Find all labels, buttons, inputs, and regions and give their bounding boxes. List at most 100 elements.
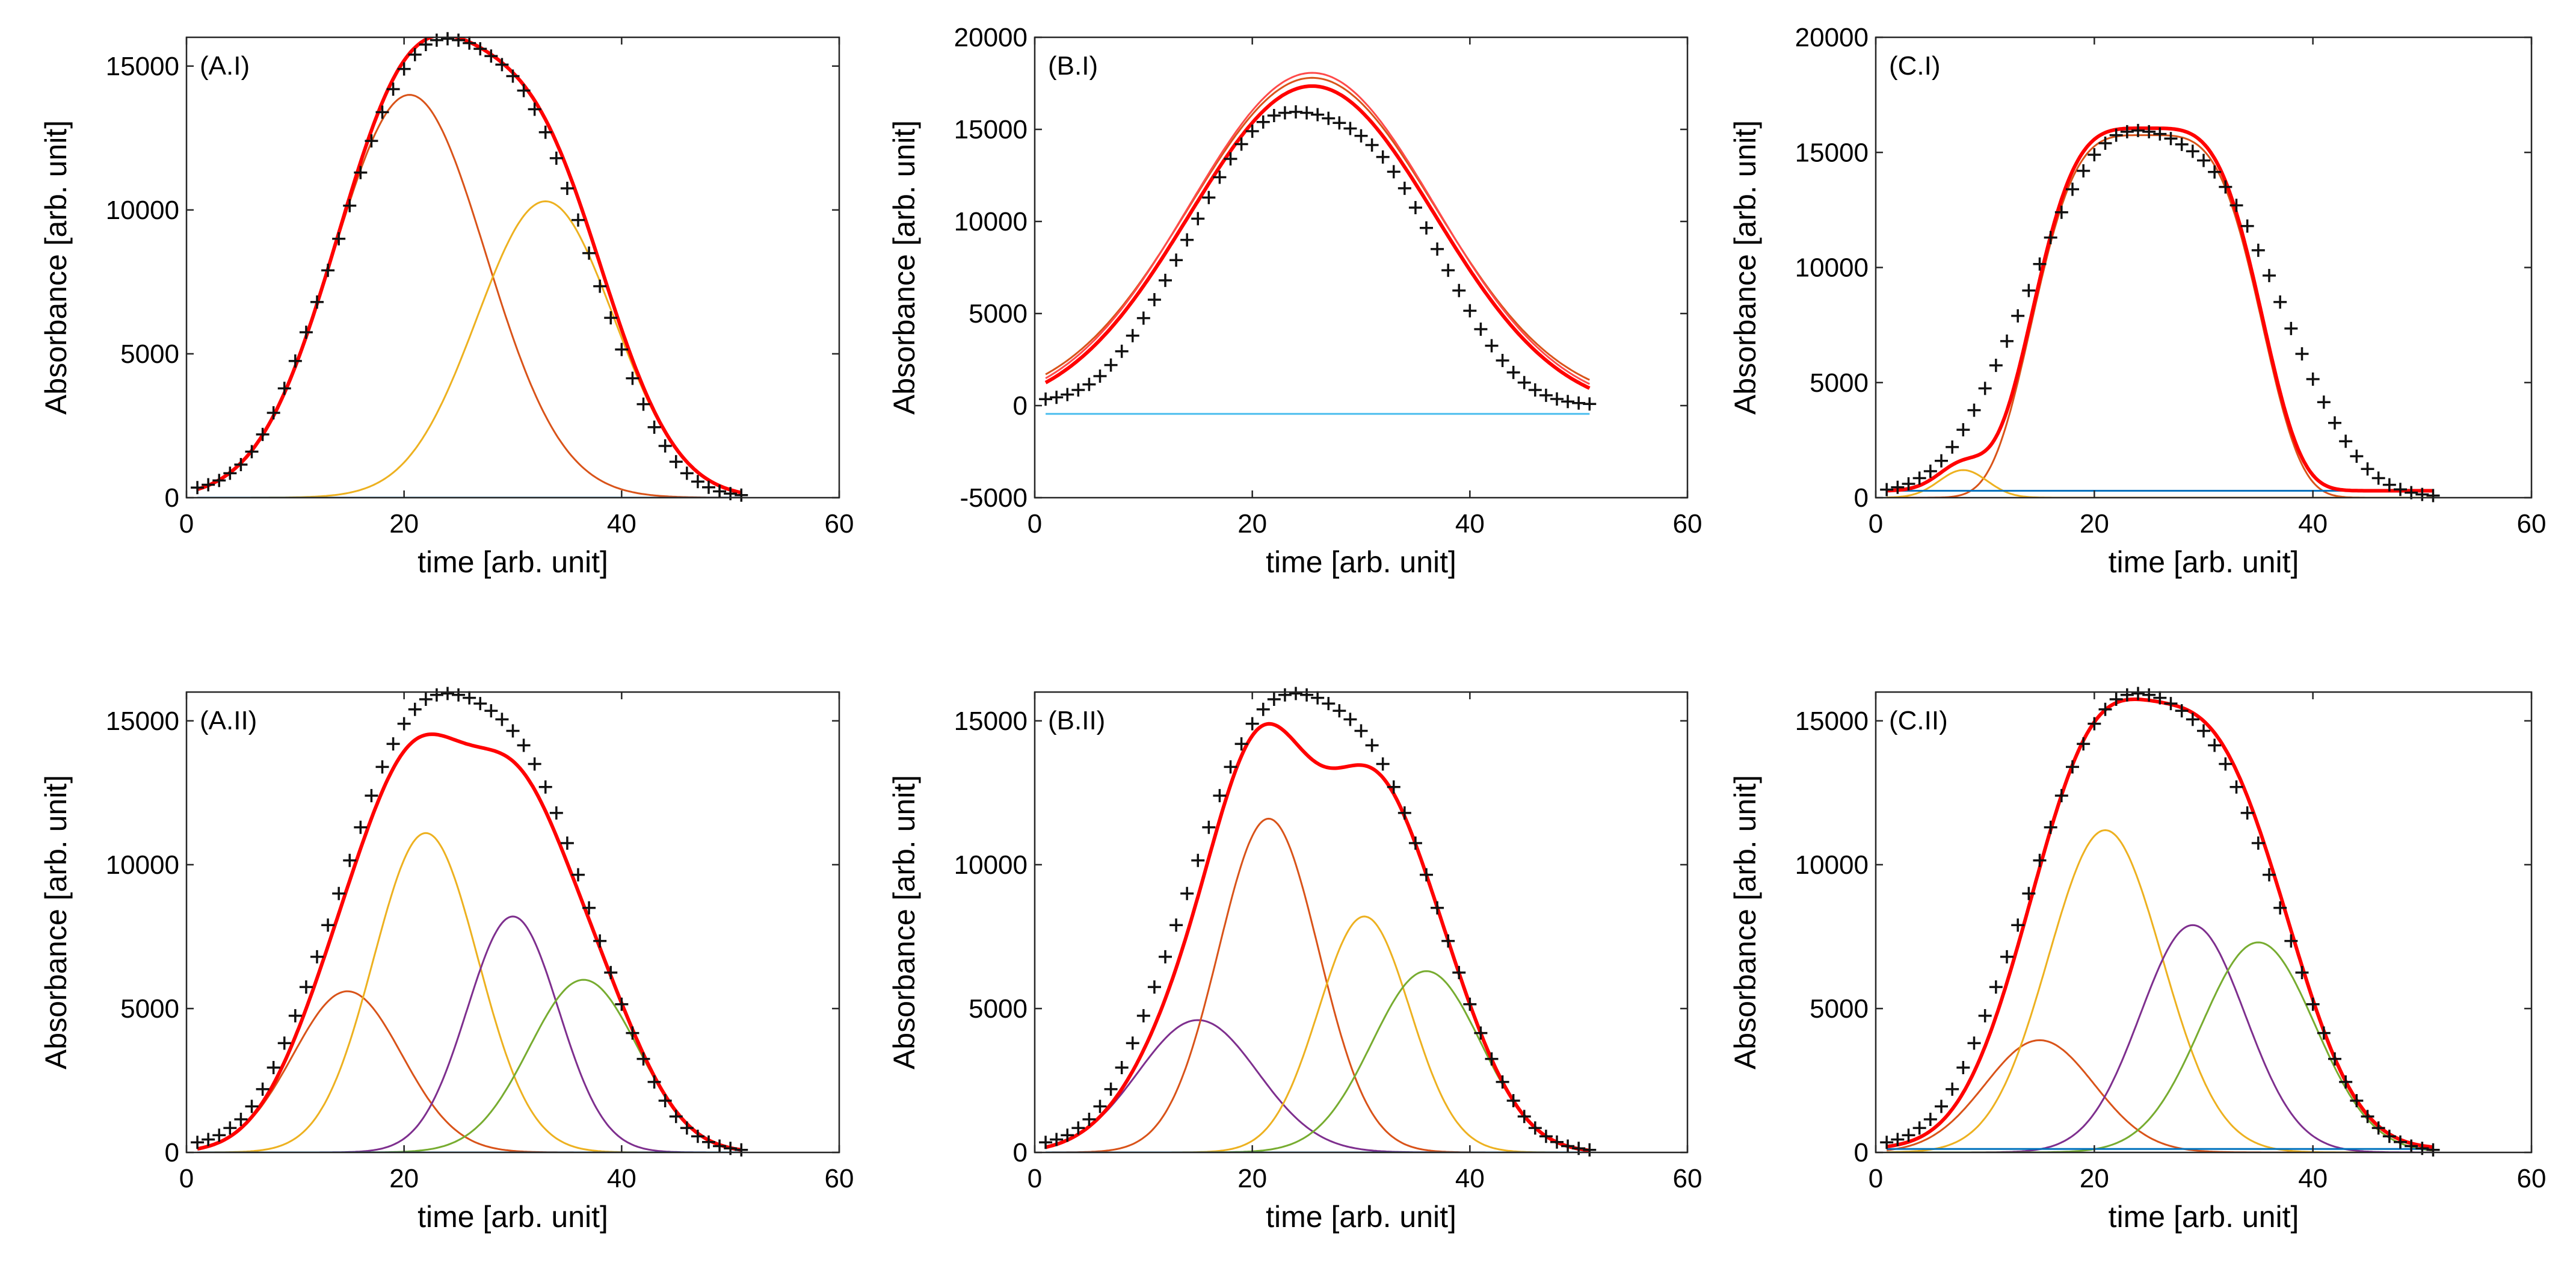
data-point xyxy=(1946,1082,1959,1096)
data-point xyxy=(397,62,411,76)
x-tick-label: 0 xyxy=(1028,509,1042,539)
data-point xyxy=(321,264,335,277)
y-tick-label: 5000 xyxy=(969,994,1028,1024)
data-point xyxy=(2131,123,2145,137)
data-point xyxy=(1354,129,1368,143)
data-point xyxy=(365,789,378,803)
data-point xyxy=(2263,268,2276,282)
data-point xyxy=(1180,886,1194,900)
data-point xyxy=(528,757,541,771)
axes-frame xyxy=(1034,691,1689,1154)
panel-label: (A.I) xyxy=(200,51,250,81)
data-point xyxy=(604,311,618,325)
data-point xyxy=(2186,144,2199,158)
data-point xyxy=(1213,170,1227,184)
data-point xyxy=(2054,205,2068,219)
data-points xyxy=(191,687,748,1157)
y-tick-label: 15000 xyxy=(106,707,179,736)
data-point xyxy=(2350,1093,2364,1107)
data-point xyxy=(2011,309,2025,323)
data-point xyxy=(1256,115,1270,129)
panel-c-i: 0 20 40 60 0 5000 10000 15000 20000 time [arb. un… xyxy=(1728,23,2546,579)
data-point xyxy=(354,165,368,179)
data-point xyxy=(2251,243,2265,257)
panel-label: (A.II) xyxy=(200,706,257,735)
data-point xyxy=(245,445,259,459)
data-point xyxy=(299,326,313,339)
x-tick-label: 60 xyxy=(825,509,854,539)
data-point xyxy=(202,478,215,492)
data-point xyxy=(234,1113,248,1127)
data-point xyxy=(1039,392,1053,406)
data-point xyxy=(1136,1009,1150,1022)
data-point xyxy=(1365,138,1379,152)
data-point xyxy=(560,182,574,196)
data-point xyxy=(2371,1121,2385,1135)
data-point xyxy=(2361,1110,2374,1124)
data-point xyxy=(1506,365,1520,379)
axes-frame xyxy=(185,691,840,1154)
x-tick-label: 20 xyxy=(1237,509,1267,539)
data-point xyxy=(1880,1136,1894,1149)
data-point xyxy=(2426,489,2440,502)
data-point xyxy=(636,1052,650,1066)
data-point xyxy=(2426,1143,2440,1157)
panel-label: (B.I) xyxy=(1048,51,1098,81)
data-point xyxy=(2361,462,2374,476)
data-point xyxy=(354,820,368,834)
data-point xyxy=(2088,717,2101,731)
data-point xyxy=(735,1143,748,1157)
data-point xyxy=(702,480,715,494)
data-point xyxy=(2229,780,2243,794)
data-point xyxy=(343,199,357,212)
plot-area xyxy=(1035,37,1687,498)
data-point xyxy=(288,354,302,368)
data-point xyxy=(2131,687,2145,700)
x-axis-label: time [arb. unit] xyxy=(1266,1200,1456,1234)
series-fit xyxy=(1044,84,1591,390)
x-tick-label: 40 xyxy=(2298,509,2328,539)
data-point xyxy=(582,901,596,915)
y-tick-label: 5000 xyxy=(969,299,1028,329)
y-axis-label: Absorbance [arb. unit] xyxy=(887,120,921,415)
data-point xyxy=(2033,853,2047,867)
data-point xyxy=(1902,477,1915,491)
data-point xyxy=(1343,122,1357,135)
data-point xyxy=(1517,376,1531,389)
data-point xyxy=(2164,132,2178,146)
x-tick-label: 40 xyxy=(2298,1164,2328,1193)
data-point xyxy=(1420,221,1433,235)
data-point xyxy=(1474,1026,1488,1040)
data-point xyxy=(2011,918,2025,932)
x-tick-label: 40 xyxy=(1455,1164,1485,1193)
data-point xyxy=(1923,1113,1937,1127)
data-point xyxy=(1474,323,1488,336)
data-point xyxy=(2219,757,2232,771)
data-point xyxy=(1528,383,1542,397)
plot-area xyxy=(186,37,839,498)
data-point xyxy=(572,868,585,882)
data-point xyxy=(1234,737,1248,751)
data-point xyxy=(191,1136,205,1149)
data-point xyxy=(495,58,509,72)
data-point xyxy=(572,213,585,227)
data-point xyxy=(1224,760,1237,774)
data-point xyxy=(1550,1135,1564,1149)
data-point xyxy=(1126,1036,1139,1050)
data-point xyxy=(1333,704,1346,718)
data-point xyxy=(1387,780,1400,794)
data-point xyxy=(658,1093,672,1107)
data-point xyxy=(408,48,422,61)
data-point xyxy=(615,997,629,1011)
data-point xyxy=(299,980,313,994)
data-point xyxy=(647,420,661,434)
data-point xyxy=(1191,853,1205,867)
data-point xyxy=(2382,1130,2396,1143)
data-point xyxy=(1093,1099,1107,1113)
data-point xyxy=(1441,264,1455,277)
y-tick-label: -5000 xyxy=(960,483,1028,513)
data-point xyxy=(1061,388,1074,401)
data-point xyxy=(2098,136,2112,150)
data-point xyxy=(2164,697,2178,711)
data-point xyxy=(1202,191,1216,205)
